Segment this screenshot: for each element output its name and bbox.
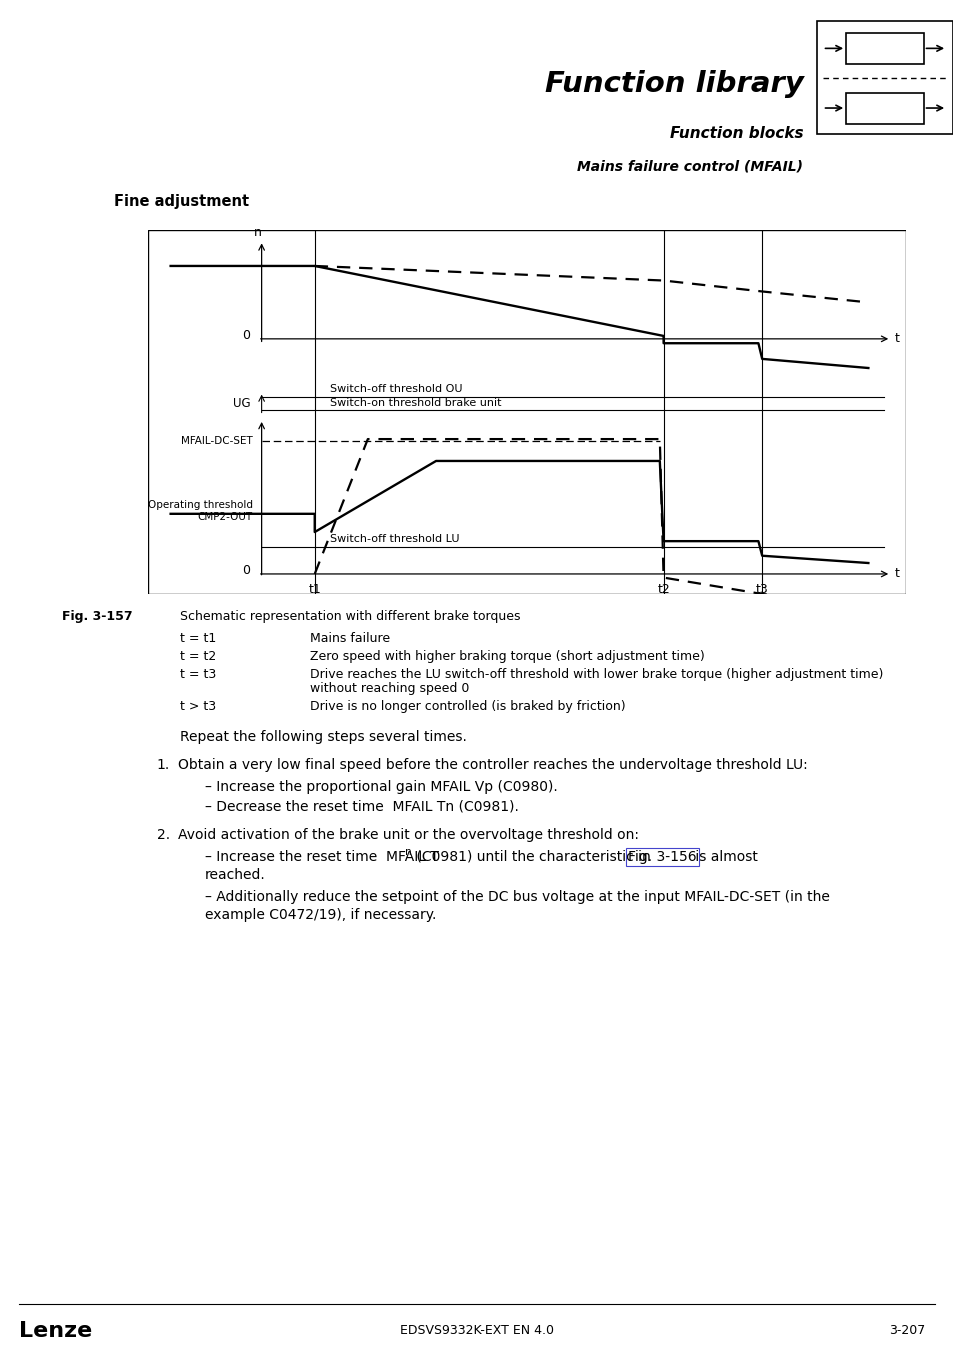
Text: Switch-off threshold LU: Switch-off threshold LU — [330, 535, 459, 544]
Text: EDSVS9332K-EXT EN 4.0: EDSVS9332K-EXT EN 4.0 — [399, 1324, 554, 1336]
Text: 3-207: 3-207 — [888, 1324, 924, 1336]
Text: Function blocks: Function blocks — [669, 127, 802, 142]
Text: t3: t3 — [755, 583, 768, 597]
Text: Fig. 3-157: Fig. 3-157 — [62, 610, 132, 622]
Text: 0: 0 — [242, 328, 250, 342]
Text: without reaching speed 0: without reaching speed 0 — [310, 682, 469, 695]
Text: reached.: reached. — [205, 868, 266, 882]
Text: t > t3: t > t3 — [180, 699, 216, 713]
Text: t2: t2 — [657, 583, 669, 597]
Text: t = t1: t = t1 — [180, 632, 216, 645]
Text: Switch-off threshold OU: Switch-off threshold OU — [330, 385, 462, 394]
Text: – Decrease the reset time  MFAIL Tn (C0981).: – Decrease the reset time MFAIL Tn (C098… — [205, 799, 518, 814]
Text: t: t — [894, 332, 899, 346]
Text: Mains failure control (MFAIL): Mains failure control (MFAIL) — [577, 159, 802, 174]
Text: Zero speed with higher braking torque (short adjustment time): Zero speed with higher braking torque (s… — [310, 649, 704, 663]
Text: Fine adjustment: Fine adjustment — [114, 194, 250, 209]
Text: 1.: 1. — [156, 757, 170, 772]
Text: Function library: Function library — [544, 70, 802, 97]
Text: Mains failure: Mains failure — [310, 632, 390, 645]
Text: 0: 0 — [242, 564, 250, 576]
FancyBboxPatch shape — [845, 32, 923, 63]
Text: Fig. 3-156: Fig. 3-156 — [628, 850, 697, 864]
Text: Drive reaches the LU switch-off threshold with lower brake torque (higher adjust: Drive reaches the LU switch-off threshol… — [310, 668, 882, 680]
Text: is almost: is almost — [690, 850, 757, 864]
Text: Lenze: Lenze — [19, 1320, 92, 1341]
Text: Switch-on threshold brake unit: Switch-on threshold brake unit — [330, 398, 501, 408]
Text: – Increase the proportional gain MFAIL Vp (C0980).: – Increase the proportional gain MFAIL V… — [205, 780, 558, 794]
Text: Operating threshold: Operating threshold — [148, 500, 253, 510]
Text: Schematic representation with different brake torques: Schematic representation with different … — [180, 610, 520, 622]
Text: t = t3: t = t3 — [180, 668, 216, 680]
Text: UG: UG — [233, 397, 250, 410]
Text: Avoid activation of the brake unit or the overvoltage threshold on:: Avoid activation of the brake unit or th… — [178, 828, 639, 842]
Text: MFAIL-DC-SET: MFAIL-DC-SET — [181, 436, 253, 446]
Text: example C0472/19), if necessary.: example C0472/19), if necessary. — [205, 907, 436, 922]
Text: (C0981) until the characteristic in: (C0981) until the characteristic in — [412, 850, 655, 864]
Text: 2.: 2. — [156, 828, 170, 842]
Text: – Increase the reset time  MFAIL T: – Increase the reset time MFAIL T — [205, 850, 438, 864]
Text: CMP2-OUT: CMP2-OUT — [197, 512, 253, 521]
Text: t: t — [894, 567, 899, 580]
Text: t1: t1 — [308, 583, 321, 597]
Text: n: n — [253, 225, 261, 239]
FancyBboxPatch shape — [845, 93, 923, 124]
Text: t = t2: t = t2 — [180, 649, 216, 663]
Text: Obtain a very low final speed before the controller reaches the undervoltage thr: Obtain a very low final speed before the… — [178, 757, 807, 772]
Text: – Additionally reduce the setpoint of the DC bus voltage at the input MFAIL-DC-S: – Additionally reduce the setpoint of th… — [205, 890, 829, 905]
Text: Repeat the following steps several times.: Repeat the following steps several times… — [180, 730, 466, 744]
Text: Drive is no longer controlled (is braked by friction): Drive is no longer controlled (is braked… — [310, 699, 625, 713]
Text: n: n — [404, 848, 411, 857]
